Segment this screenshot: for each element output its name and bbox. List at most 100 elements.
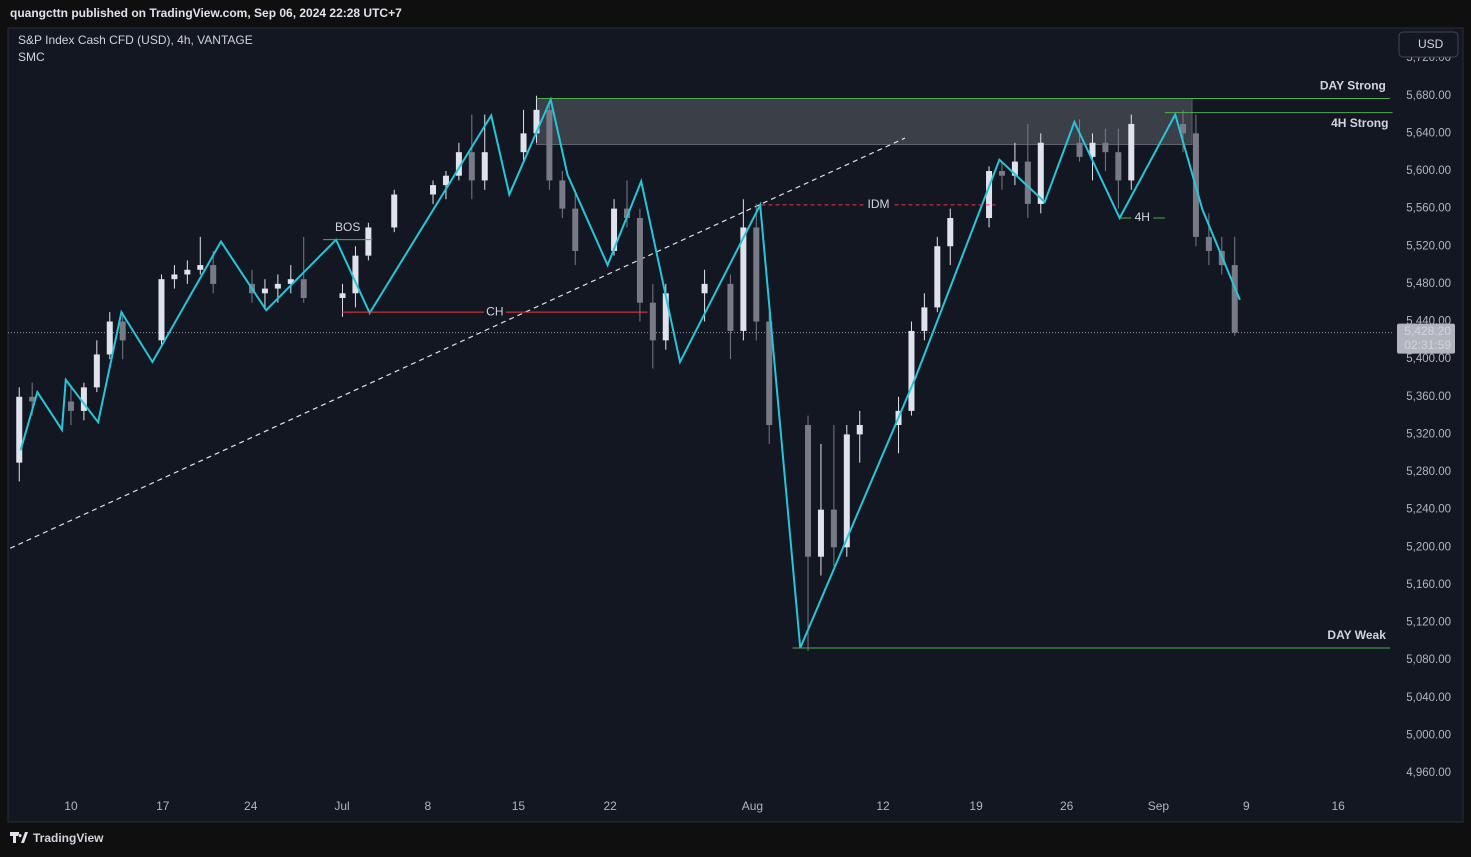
candle-body [843,434,850,548]
candle-body [430,185,437,195]
x-tick-label: 26 [1060,799,1074,813]
y-tick-label: 5,480.00 [1406,278,1451,290]
candle-body [1024,161,1031,204]
chart-panel [7,27,1464,823]
candle-body [623,208,630,219]
candle-body [468,152,475,181]
y-tick-label: 5,080.00 [1406,654,1451,666]
candle-body [67,401,74,411]
currency-button[interactable] [1398,31,1459,58]
candle-body [947,218,954,247]
candle-body [1115,152,1122,181]
candle-body [740,227,747,331]
y-tick-label: 5,320.00 [1406,428,1451,440]
candle-body [1180,123,1187,134]
candle-body [16,396,23,463]
swing-zigzag [19,96,1241,649]
candle-body [274,283,281,289]
supply-zone [536,98,1193,145]
candle-body [1231,265,1238,333]
level-label-bg [863,197,894,212]
candle-body [856,425,863,435]
level-label: DAY Weak [1327,628,1386,642]
candle-body [171,274,178,280]
candle-body [442,175,449,186]
x-tick-label: 17 [156,799,170,813]
y-tick-label: 5,560.00 [1406,203,1451,215]
y-tick-label: 5,520.00 [1406,240,1451,252]
candle-body [261,288,268,294]
y-tick-label: 5,640.00 [1406,127,1451,139]
candle-body [287,279,294,284]
candle-body [727,283,734,331]
candle-body [1089,142,1096,157]
candle-body [986,170,993,219]
y-tick-label: 5,040.00 [1406,692,1451,704]
level-label-bg [483,305,506,320]
candle-body [805,425,812,557]
y-tick-label: 5,280.00 [1406,466,1451,478]
candle-body [1037,142,1044,204]
candle-body [106,321,113,355]
candle-body [365,227,372,256]
level-label: DAY Strong [1320,79,1386,93]
candle-body [662,293,669,341]
candle-body [339,293,346,298]
candle-body [559,180,566,209]
candle-body [300,279,307,298]
x-tick-label: 16 [1331,799,1345,813]
x-tick-label: 9 [1243,799,1250,813]
candle-body [391,194,398,228]
candle-body [533,109,540,134]
candle-body [572,208,579,251]
level-label: CH [486,304,503,318]
bar-countdown: 02:31:59 [1404,338,1451,352]
symbol-title: S&P Index Cash CFD (USD), 4h, VANTAGE [18,33,253,47]
footer-brand: TradingView [33,831,104,845]
candle-body [636,218,643,303]
x-tick-label: 15 [512,799,526,813]
x-tick-label: Sep [1148,799,1170,813]
y-tick-label: 5,000.00 [1406,729,1451,741]
candle-body [921,307,928,331]
price-label-bg [1397,323,1455,354]
candle-body [158,279,165,341]
y-tick-label: 4,960.00 [1406,767,1451,779]
x-tick-label: 10 [64,799,78,813]
y-tick-label: 5,360.00 [1406,391,1451,403]
candle-body [197,265,204,270]
x-tick-label: 8 [425,799,432,813]
x-tick-label: 12 [876,799,890,813]
currency-label[interactable]: USD [1418,37,1444,51]
x-tick-label: 22 [603,799,617,813]
y-tick-label: 5,720.00 [1406,52,1451,64]
candle-body [1128,123,1135,181]
level-label: 4H [1135,210,1150,224]
candle-body [455,152,462,176]
y-tick-label: 5,240.00 [1406,504,1451,516]
x-tick-label: Jul [334,799,349,813]
candle-body [352,255,359,294]
level-label: IDM [867,197,889,211]
x-tick-label: Aug [742,799,763,813]
x-tick-label: 24 [244,799,258,813]
y-tick-label: 5,160.00 [1406,579,1451,591]
level-label: BOS [335,220,360,234]
candle-body [1205,236,1212,251]
x-tick-label: 19 [969,799,983,813]
candle-body [184,269,191,275]
y-tick-label: 5,200.00 [1406,541,1451,553]
level-label-bg [1131,211,1154,226]
candle-body [1011,161,1018,176]
candle-body [817,509,824,557]
candle-body [908,330,915,411]
y-tick-label: 5,680.00 [1406,90,1451,102]
candle-body [210,265,217,284]
y-tick-label: 5,600.00 [1406,165,1451,177]
plot-area [8,95,1393,651]
candle-body [520,133,527,153]
candle-body [1102,142,1109,153]
y-tick-label: 5,120.00 [1406,617,1451,629]
